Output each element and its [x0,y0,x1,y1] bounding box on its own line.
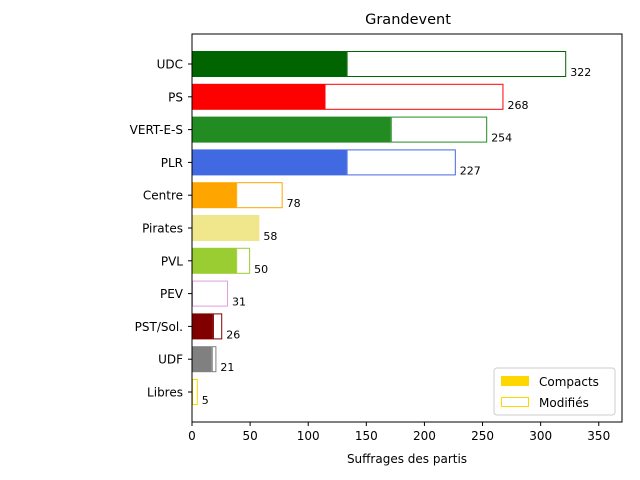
bar-modifies-pst-sol [212,313,223,340]
y-tick-label-ps: PS [168,90,183,104]
legend-label-modifies: Modifiés [539,396,589,410]
legend: Compacts Modifiés [493,367,616,416]
value-label-udc: 322 [570,66,591,79]
value-label-pev: 31 [232,296,246,309]
bar-modifies-pev [192,280,229,307]
x-axis-label: Suffrages des partis [347,452,467,466]
bar-compacts-pirates [192,215,260,241]
x-tick-label-200: 200 [413,429,436,443]
bar-modifies-vert-e-s [390,116,488,143]
y-axis: UDC PS VERT-E-S PLR Centre Pirates PVL PEV PST/S… [130,58,192,400]
legend-label-compacts: Compacts [539,375,599,389]
bar-compacts-plr [192,149,347,176]
x-tick-label-250: 250 [471,429,494,443]
y-tick-label-pev: PEV [160,287,184,301]
y-tick-label-libres: Libres [147,386,183,400]
plot-frame [191,33,623,423]
y-tick-label-udc: UDC [157,58,183,72]
bar-compacts-udc [192,51,347,77]
bar-compacts-ps [192,83,325,110]
value-label-libres: 5 [202,394,209,407]
value-label-pvl: 50 [254,263,268,276]
y-tick-label-udf: UDF [158,353,183,367]
value-label-pst-sol: 26 [226,328,240,341]
bar-compacts-udf [192,346,212,373]
y-tick-label-pvl: PVL [161,254,183,268]
y-tick-label-pirates: Pirates [142,222,183,236]
bar-modifies-plr [346,149,456,176]
chart-title: Grandevent [365,12,451,28]
bar-compacts-centre [192,182,237,209]
legend-swatch-modifies [501,397,529,407]
bar-modifies-libres [192,379,198,405]
bar-modifies-centre [236,182,283,209]
x-axis: 0 50 100 150 200 250 300 350 [188,422,610,443]
bar-modifies-udc [346,51,567,77]
bar-compacts-pvl [192,247,237,274]
bar-compacts-pst-sol [192,313,213,340]
value-label-pirates: 58 [263,230,277,243]
x-tick-label-300: 300 [529,429,552,443]
x-tick-label-50: 50 [242,429,257,443]
value-label-centre: 78 [287,197,301,210]
y-tick-label-plr: PLR [161,156,183,170]
y-tick-label-centre: Centre [143,189,183,203]
y-tick-label-vert-e-s: VERT-E-S [130,123,183,137]
x-tick-label-350: 350 [587,429,610,443]
legend-swatch-compacts [501,376,529,386]
y-tick-label-pst-sol: PST/Sol. [135,320,183,334]
value-label-udf: 21 [220,361,234,374]
bars [192,51,567,405]
value-label-vert-e-s: 254 [491,132,512,145]
x-tick-label-150: 150 [355,429,378,443]
value-labels: 322 268 254 227 78 58 50 31 26 21 5 [202,66,591,407]
x-tick-label-0: 0 [188,429,196,443]
bar-compacts-vert-e-s [192,116,391,143]
value-label-ps: 268 [507,99,528,112]
value-label-plr: 227 [460,164,481,177]
bar-modifies-ps [324,83,504,110]
bar-modifies-udf [211,346,217,373]
x-tick-label-100: 100 [297,429,320,443]
bar-modifies-pvl [236,247,251,274]
